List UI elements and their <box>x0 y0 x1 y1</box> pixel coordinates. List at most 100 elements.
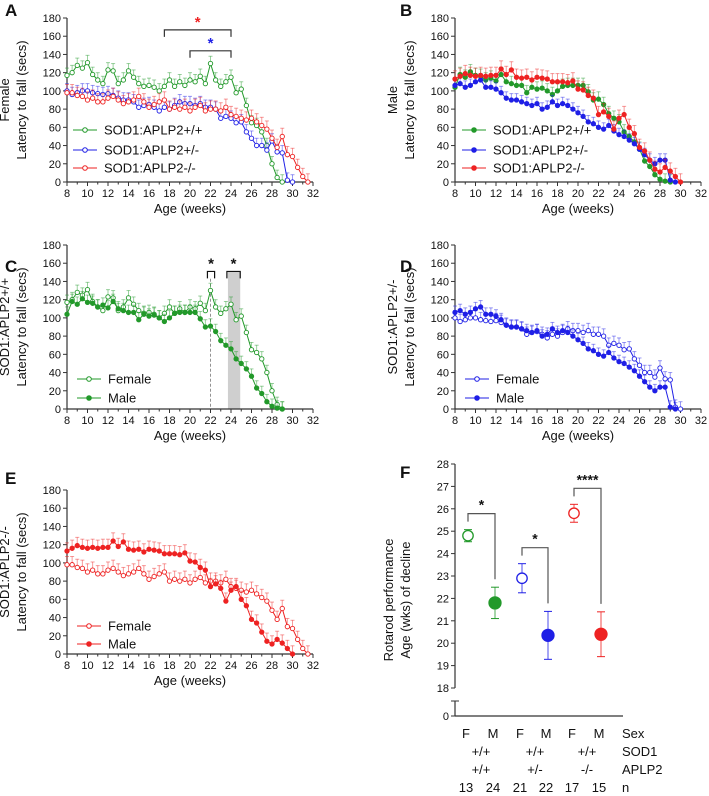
data-point <box>269 135 275 141</box>
data-point <box>207 323 214 329</box>
x-tick-label: 12 <box>490 188 502 200</box>
data-point <box>238 313 244 319</box>
x-tick-label: 10 <box>81 415 93 427</box>
data-point <box>570 106 576 112</box>
data-point <box>570 78 576 84</box>
y-tick-label: 0 <box>55 404 61 416</box>
data-point <box>565 329 571 336</box>
data-point <box>74 542 80 549</box>
data-point <box>269 641 275 647</box>
data-point <box>146 82 152 89</box>
data-point <box>192 104 198 110</box>
y-tick-label: 180 <box>431 240 449 252</box>
data-point <box>223 576 229 582</box>
x-tick-label: 14 <box>510 188 522 200</box>
data-point <box>69 545 75 551</box>
data-point <box>202 80 209 87</box>
data-point <box>218 585 224 592</box>
data-point <box>616 115 622 121</box>
x-tick-label: 24 <box>613 188 625 200</box>
table-row-label: Sex <box>622 726 645 741</box>
data-point <box>549 326 556 332</box>
data-point <box>667 168 673 174</box>
y-tick-label: 23 <box>437 571 449 583</box>
panel-letter: A <box>5 1 17 20</box>
y-axis-title-line2: Age (wks) of decline <box>398 541 413 658</box>
data-point <box>228 346 234 352</box>
data-point <box>544 331 550 337</box>
data-point <box>462 317 468 323</box>
y-tick-label: 20 <box>49 386 61 398</box>
data-point <box>161 83 168 89</box>
significance-star: **** <box>577 471 599 487</box>
y-tick-label: 40 <box>49 141 61 153</box>
data-point <box>69 298 75 305</box>
data-point <box>177 106 183 112</box>
data-point <box>197 102 203 109</box>
data-point <box>279 133 285 140</box>
x-tick-label: 8 <box>64 415 70 427</box>
data-point <box>606 113 612 120</box>
data-point <box>621 347 627 353</box>
data-point <box>233 356 239 362</box>
data-point <box>146 546 152 552</box>
y-tick-label: 140 <box>43 521 61 533</box>
legend-label: SOD1:APLP2+/+ <box>493 123 591 138</box>
data-point <box>529 84 535 90</box>
data-point <box>488 84 494 90</box>
data-point <box>498 71 504 78</box>
legend-marker <box>474 395 480 401</box>
data-point <box>477 304 484 310</box>
data-point <box>565 102 571 109</box>
data-point <box>248 373 255 379</box>
data-point <box>662 384 668 390</box>
data-point <box>580 329 586 336</box>
data-point <box>130 569 137 575</box>
data-point <box>161 318 168 325</box>
data-point <box>166 304 173 310</box>
data-point <box>652 388 658 394</box>
legend-marker <box>86 376 92 382</box>
data-point <box>233 317 239 323</box>
data-point <box>151 84 157 90</box>
data-point <box>238 115 244 121</box>
data-point <box>136 80 142 87</box>
x-tick-label: 12 <box>102 415 114 427</box>
x-tick-label: 10 <box>469 415 481 427</box>
data-point <box>457 80 463 87</box>
y-tick-label: 100 <box>43 558 61 570</box>
data-point <box>218 338 224 344</box>
significance-bracket <box>467 513 496 580</box>
data-point <box>300 173 306 180</box>
data-point <box>621 360 627 367</box>
sex-label: F <box>568 726 576 741</box>
legend-label: Female <box>108 619 151 634</box>
data-point <box>115 306 121 312</box>
x-tick-label: 8 <box>64 660 70 672</box>
data-point <box>284 645 291 652</box>
data-point <box>166 578 173 584</box>
data-point <box>259 142 265 149</box>
y-tick-label: 0 <box>443 404 449 416</box>
y-tick-label: 20 <box>437 386 449 398</box>
x-tick-label: 30 <box>674 188 686 200</box>
x-tick-label: 16 <box>531 188 543 200</box>
data-point <box>483 73 489 79</box>
n-value: 13 <box>459 780 473 795</box>
data-point <box>151 547 157 553</box>
x-tick-label: 8 <box>452 188 458 200</box>
data-point <box>529 77 535 83</box>
data-point <box>472 306 479 312</box>
data-point <box>223 104 229 110</box>
data-point <box>652 172 658 178</box>
data-point <box>202 567 209 573</box>
x-tick-label: 16 <box>143 660 155 672</box>
data-point <box>300 645 306 652</box>
data-point <box>570 333 576 339</box>
data-point <box>279 150 285 156</box>
data-point <box>197 564 203 571</box>
data-point <box>74 62 80 69</box>
data-point <box>259 629 265 635</box>
x-tick-label: 10 <box>81 188 93 200</box>
